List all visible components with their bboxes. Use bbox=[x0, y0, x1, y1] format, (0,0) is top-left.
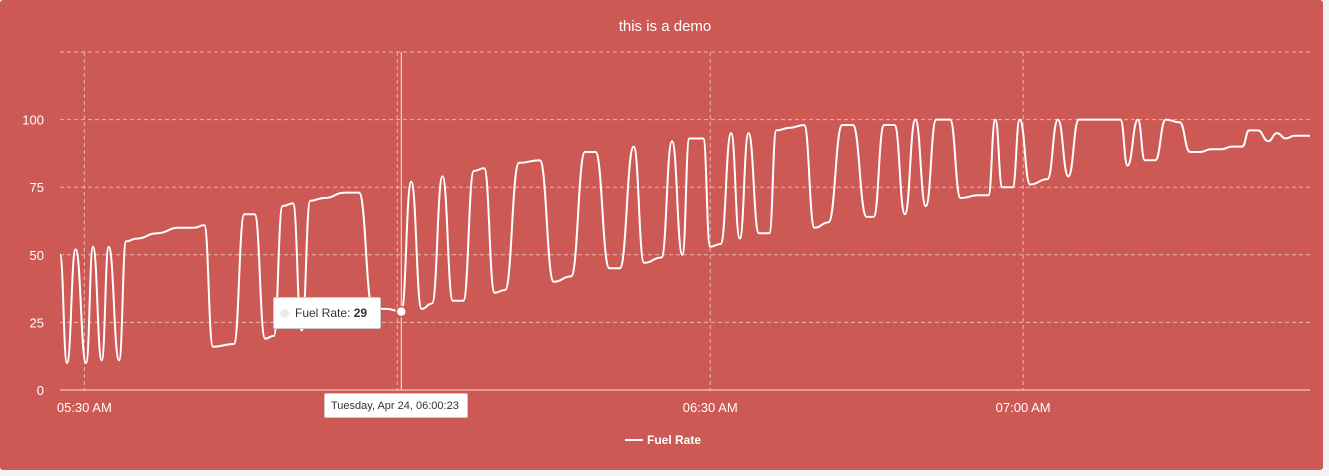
y-tick-label: 75 bbox=[30, 180, 44, 195]
x-tick-label: 05:30 AM bbox=[57, 400, 112, 415]
tooltip-series-label: Fuel Rate: bbox=[295, 306, 354, 320]
legend-label-fuel-rate: Fuel Rate bbox=[647, 433, 701, 447]
tooltip-date: Tuesday, Apr 24, 06:00:23 bbox=[331, 400, 459, 412]
legend[interactable]: Fuel Rate bbox=[625, 433, 701, 447]
y-tick-label: 100 bbox=[22, 113, 44, 128]
x-tick-label: 07:00 AM bbox=[996, 400, 1051, 415]
series-line-fuel-rate[interactable] bbox=[59, 118, 1310, 365]
series-dot-icon bbox=[280, 309, 289, 318]
hover-point bbox=[395, 305, 408, 318]
y-tick-label: 0 bbox=[37, 383, 44, 398]
grid bbox=[60, 51, 1310, 390]
tooltip-value: 29 bbox=[353, 306, 368, 320]
x-axis: 05:30 AM 06:30 AM 07:00 AM bbox=[57, 400, 1051, 415]
value-tooltip: Fuel Rate: 29 bbox=[273, 297, 381, 329]
y-axis: 0 25 50 75 100 bbox=[22, 113, 44, 398]
chart-title: this is a demo bbox=[619, 18, 712, 35]
y-tick-label: 25 bbox=[30, 315, 44, 330]
y-tick-label: 50 bbox=[30, 248, 44, 263]
x-tick-label: 06:30 AM bbox=[683, 400, 738, 415]
date-tooltip: Tuesday, Apr 24, 06:00:23 bbox=[324, 393, 468, 418]
